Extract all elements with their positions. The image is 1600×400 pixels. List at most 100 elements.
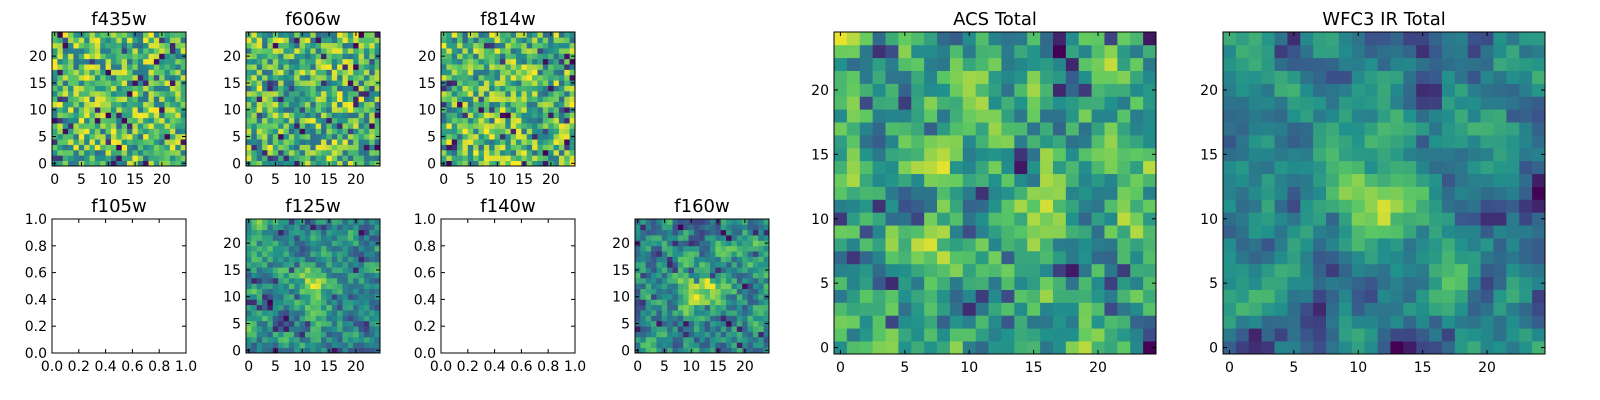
heatmap-cell: [499, 139, 506, 145]
heatmap-cell: [542, 69, 549, 76]
heatmap-cell: [1223, 173, 1237, 187]
heatmap-cell: [489, 58, 495, 65]
heatmap-cell: [337, 304, 343, 311]
heatmap-cell: [262, 128, 268, 135]
heatmap-cell: [859, 315, 873, 329]
heatmap-cell: [288, 42, 295, 49]
f160w-cells: [635, 219, 770, 354]
heatmap-cell: [342, 128, 349, 135]
heatmap-cell: [321, 224, 327, 231]
heatmap-cell: [358, 74, 365, 81]
heatmap-cell: [924, 199, 938, 213]
heatmap-cell: [164, 37, 171, 44]
heatmap-cell: [1313, 250, 1327, 265]
heatmap-cell: [1532, 122, 1546, 136]
heatmap-cell: [489, 107, 495, 113]
heatmap-cell: [526, 123, 533, 129]
heatmap-cell: [846, 263, 861, 278]
heatmap-cell: [1506, 199, 1520, 213]
heatmap-cell: [1532, 186, 1546, 200]
heatmap-cell: [127, 85, 133, 92]
heatmap-cell: [337, 342, 343, 348]
heatmap-cell: [347, 149, 354, 156]
heatmap-cell: [304, 155, 311, 161]
heatmap-cell: [1480, 212, 1494, 226]
heatmap-cell: [962, 315, 977, 329]
heatmap-cell: [52, 64, 58, 70]
heatmap-cell: [52, 85, 58, 92]
heatmap-cell: [283, 304, 290, 311]
heatmap-cell: [315, 64, 322, 70]
heatmap-cell: [693, 235, 700, 241]
heatmap-cell: [1001, 328, 1015, 342]
heatmap-cell: [363, 160, 370, 167]
heatmap-cell: [446, 139, 453, 145]
heatmap-cell: [872, 109, 886, 123]
heatmap-cell: [1519, 276, 1533, 290]
heatmap-cell: [283, 326, 290, 332]
heatmap-cell: [699, 304, 706, 311]
heatmap-cell: [742, 310, 748, 316]
heatmap-cell: [331, 347, 338, 354]
heatmap-cell: [256, 304, 263, 311]
heatmap-cell: [342, 219, 349, 225]
heatmap-cell: [569, 123, 576, 129]
heatmap-cell: [742, 315, 748, 322]
heatmap-cell: [299, 107, 306, 113]
heatmap-cell: [736, 277, 743, 284]
heatmap-cell: [859, 147, 873, 162]
heatmap-cell: [1364, 289, 1378, 303]
heatmap-cell: [1287, 341, 1301, 355]
heatmap-cell: [127, 107, 133, 113]
heatmap-cell: [1441, 122, 1456, 136]
heatmap-cell: [299, 155, 306, 161]
heatmap-cell: [84, 139, 90, 145]
heatmap-cell: [116, 90, 123, 97]
heatmap-cell: [369, 149, 375, 156]
heatmap-cell: [467, 149, 474, 156]
heatmap-cell: [1014, 263, 1028, 278]
heatmap-cell: [667, 272, 673, 279]
heatmap-cell: [1027, 289, 1041, 303]
heatmap-cell: [467, 85, 474, 92]
heatmap-cell: [1467, 199, 1481, 213]
heatmap-cell: [272, 101, 279, 108]
heatmap-cell: [1390, 135, 1404, 149]
heatmap-cell: [736, 219, 743, 225]
heatmap-cell: [1480, 315, 1494, 329]
heatmap-cell: [304, 64, 311, 70]
heatmap-cell: [57, 42, 64, 49]
heatmap-cell: [1300, 44, 1314, 59]
heatmap-cell: [441, 69, 447, 76]
heatmap-cell: [1052, 289, 1067, 303]
heatmap-cell: [121, 160, 128, 167]
heatmap-cell: [1429, 199, 1443, 213]
heatmap-cell: [911, 341, 925, 355]
heatmap-cell: [1441, 57, 1456, 71]
heatmap-cell: [132, 80, 139, 86]
heatmap-cell: [1078, 70, 1092, 84]
heatmap-cell: [62, 133, 69, 140]
heatmap-cell: [683, 288, 689, 295]
heatmap-cell: [1130, 238, 1144, 252]
heatmap-cell: [988, 57, 1002, 71]
heatmap-cell: [100, 53, 106, 60]
x-tick-label: 10: [99, 172, 117, 188]
heatmap-cell: [256, 32, 263, 38]
heatmap-cell: [457, 37, 463, 44]
heatmap-cell: [859, 238, 873, 252]
heatmap-cell: [988, 212, 1002, 226]
heatmap-cell: [347, 326, 354, 332]
heatmap-cell: [726, 219, 732, 225]
heatmap-cell: [1261, 135, 1275, 149]
heatmap-cell: [494, 48, 501, 54]
heatmap-cell: [1143, 57, 1157, 71]
heatmap-cell: [758, 245, 764, 252]
heatmap-cell: [635, 283, 641, 290]
heatmap-cell: [294, 256, 300, 263]
heatmap-cell: [148, 96, 155, 103]
heatmap-cell: [62, 48, 69, 54]
heatmap-cell: [175, 37, 181, 44]
heatmap-cell: [1429, 250, 1443, 265]
heatmap-cell: [645, 283, 652, 290]
